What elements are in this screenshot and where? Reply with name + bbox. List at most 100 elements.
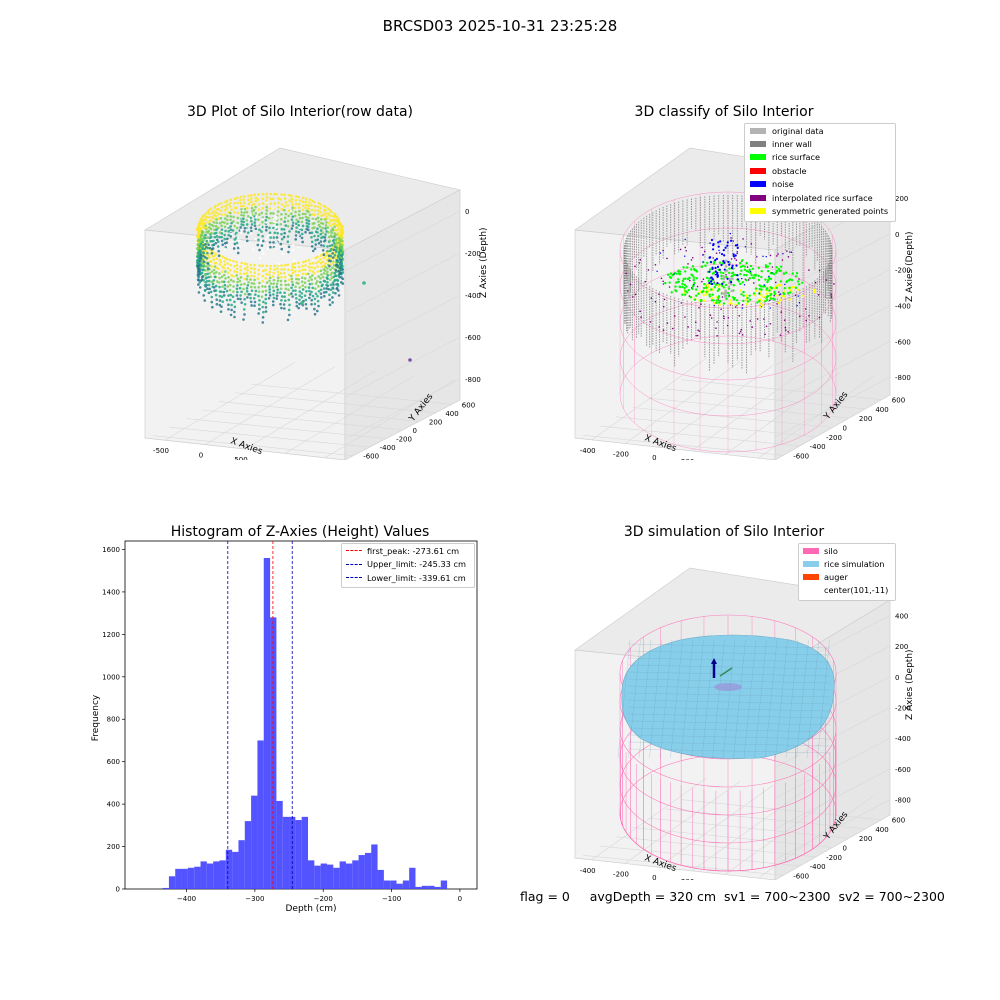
raw-point [307,258,311,262]
y-tick-label: -600 [793,872,809,880]
raw-point [204,281,207,284]
raw-point [316,265,319,268]
raw-point [208,215,211,219]
rice-surface-point [773,292,777,296]
raw-point [265,225,268,229]
raw-point [206,251,209,255]
raw-point [260,211,264,215]
histogram-bar [421,885,429,889]
y-tick-label: 1400 [102,588,120,596]
raw-point [322,268,326,271]
histogram-bar [263,557,271,889]
interpolated-point [830,296,833,298]
raw-point [256,198,260,201]
auger-footprint [714,683,742,691]
raw-point [314,217,318,221]
axis-tick-labels: −400 −300 −200 −100 002004006008001000120014… [102,546,462,903]
raw-point [308,296,311,300]
interpolated-point [817,294,820,296]
interpolated-point [662,305,665,308]
noise-point [716,265,720,269]
raw-point [227,233,230,237]
rice-surface-point [788,286,791,290]
symmetric-point [728,299,732,302]
y-tick-label: 400 [875,406,888,414]
original-point [724,290,728,294]
noise-point [684,238,686,241]
raw-point [206,262,210,265]
rice-surface-point [739,265,743,269]
raw-point [262,252,265,256]
raw-point [258,299,261,302]
raw-point [257,233,260,237]
rice-mesh-line [817,639,830,759]
rice-surface-point [732,298,736,301]
raw-point [280,227,284,231]
interpolated-point [752,282,755,284]
raw-point [197,246,201,250]
interpolated-point [723,317,725,320]
raw-point [331,281,335,284]
original-point [730,289,734,293]
y-gridline [583,435,784,456]
raw-point [325,221,328,224]
raw-point [319,254,323,257]
raw-point [339,281,343,284]
legend-entry: rice surface [745,151,895,164]
raw-point [235,264,239,267]
symmetric-point [706,283,710,287]
raw-point [265,221,268,224]
raw-point [339,251,343,255]
raw-point [319,280,322,284]
x-gridline [244,370,376,450]
raw-point [327,256,331,260]
raw-point [289,212,293,215]
raw-point [224,213,227,216]
z-axis-label: Z Axies (Depth) [905,231,915,302]
raw-point [326,249,329,253]
y-tick-label: 1200 [102,631,120,639]
raw-point [264,285,267,288]
raw-point [215,298,219,301]
raw-point [280,268,283,271]
raw-point [295,297,298,300]
raw-point [256,243,260,247]
raw-point [258,281,261,285]
histogram-bar [396,883,403,889]
raw-point [264,289,268,293]
noise-point [691,287,693,289]
raw-point [300,228,304,232]
raw-point [313,266,317,270]
raw-point [290,286,293,290]
rice-surface-point [741,264,744,268]
raw-point [280,295,284,298]
raw-point [333,241,336,245]
raw-point [313,200,316,204]
interpolated-point [747,279,750,281]
rice-surface-point [764,278,767,281]
original-point [727,285,731,289]
raw-point [276,270,280,274]
rice-surface-point [768,289,771,292]
raw-point [337,241,341,244]
raw-point [324,290,328,294]
interpolated-point [696,285,699,288]
rice-surface-point [795,272,799,275]
raw-point [322,279,326,283]
raw-point [328,303,332,307]
noise-point [741,277,743,280]
raw-point [225,241,229,245]
raw-point [261,239,265,243]
raw-point [197,272,201,276]
raw-point [264,219,268,222]
raw-point [202,230,205,234]
raw-point [329,254,333,258]
symmetric-point [730,302,733,305]
raw-point [303,277,307,280]
y-tick-label: 600 [107,758,120,766]
raw-point [282,228,286,231]
raw-point [319,203,322,206]
raw-point [200,275,204,279]
raw-point [340,266,344,269]
raw-point [221,270,224,274]
